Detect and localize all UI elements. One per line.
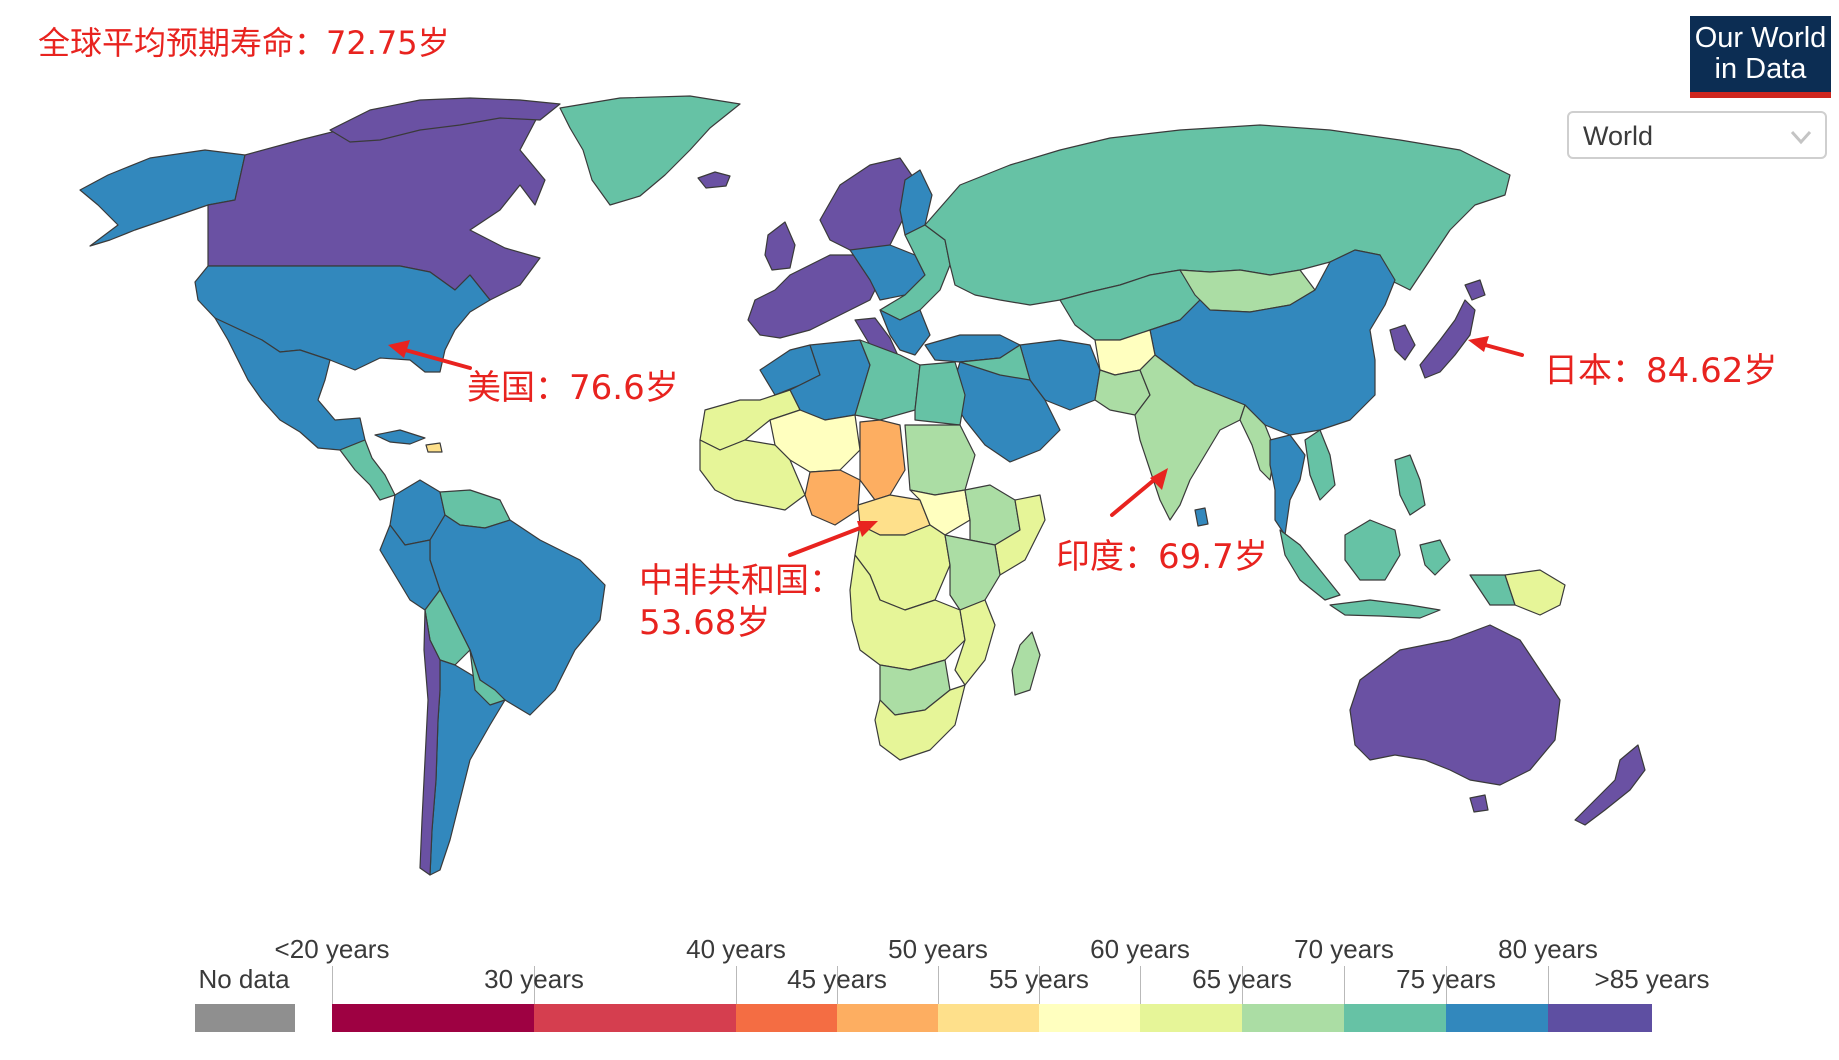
legend-no-data-swatch[interactable] — [195, 1004, 295, 1032]
region-select-value: World — [1583, 121, 1654, 151]
legend-tick — [1039, 966, 1040, 1004]
country-philippines[interactable] — [1394, 454, 1426, 516]
legend-label-bottom: 30 years — [484, 964, 584, 994]
country-iraq-syria[interactable] — [959, 344, 1031, 381]
country-korea[interactable] — [1389, 324, 1416, 361]
legend-tick — [1548, 966, 1549, 1004]
country-chile[interactable] — [419, 609, 441, 876]
legend-label-top: 60 years — [1090, 934, 1190, 964]
legend-swatch[interactable] — [1242, 1004, 1344, 1032]
country-indonesia-papua[interactable] — [1469, 574, 1516, 606]
callout-car-line2: 53.68岁 — [639, 603, 771, 643]
legend-tick — [938, 966, 939, 1004]
country-mozambique[interactable] — [954, 599, 996, 686]
country-angola-zambia[interactable] — [849, 554, 966, 671]
country-nigeria[interactable] — [804, 469, 861, 526]
legend-tick — [332, 966, 333, 1004]
country-paraguay[interactable] — [469, 649, 506, 706]
legend-label-bottom: 75 years — [1396, 964, 1496, 994]
country-indonesia-west[interactable] — [1279, 529, 1341, 601]
page-title: 全球平均预期寿命：72.75岁 — [38, 24, 450, 62]
legend-swatch[interactable] — [1446, 1004, 1548, 1032]
country-sudan[interactable] — [904, 424, 976, 496]
legend-tick — [736, 966, 737, 1004]
country-somalia[interactable] — [994, 494, 1046, 576]
country-iceland[interactable] — [697, 171, 731, 189]
legend-swatch[interactable] — [534, 1004, 736, 1032]
region-balkans[interactable] — [879, 309, 931, 356]
color-legend: No data <20 years 40 years 50 years 60 year… — [0, 930, 1839, 1040]
country-uk[interactable] — [764, 221, 796, 271]
country-egypt[interactable] — [914, 361, 966, 426]
country-malaysia-borneo[interactable] — [1344, 519, 1401, 581]
country-south-sudan[interactable] — [909, 489, 971, 536]
callout-india: 印度：69.7岁 — [1056, 537, 1268, 577]
legend-label-top: 50 years — [888, 934, 988, 964]
region-select-dropdown[interactable]: World — [1567, 111, 1827, 159]
country-libya[interactable] — [854, 339, 921, 421]
legend-label-top: 80 years — [1498, 934, 1598, 964]
country-tasmania[interactable] — [1469, 794, 1489, 813]
legend-tick — [1446, 966, 1447, 1004]
country-new-zealand[interactable] — [1574, 744, 1646, 826]
legend-swatch[interactable] — [1548, 1004, 1652, 1032]
legend-label-top: 70 years — [1294, 934, 1394, 964]
country-australia[interactable] — [1349, 624, 1561, 786]
callout-japan: 日本：84.62岁 — [1544, 351, 1778, 391]
country-thailand[interactable] — [1269, 434, 1306, 536]
country-chad[interactable] — [859, 419, 906, 501]
legend-swatch[interactable] — [332, 1004, 534, 1032]
country-haiti[interactable] — [425, 442, 443, 453]
chevron-down-icon — [1790, 130, 1812, 145]
legend-label-bottom: 45 years — [787, 964, 887, 994]
logo-accent-bar — [1690, 92, 1831, 98]
country-greenland[interactable] — [559, 95, 741, 206]
country-alaska[interactable] — [79, 149, 246, 247]
country-vietnam[interactable] — [1304, 429, 1336, 501]
legend-label-bottom: 55 years — [989, 964, 1089, 994]
legend-swatch[interactable] — [837, 1004, 938, 1032]
logo-line-1: Our World — [1694, 22, 1827, 54]
legend-tick — [837, 966, 838, 1004]
region-central-america[interactable] — [339, 439, 396, 501]
country-indonesia-java[interactable] — [1329, 599, 1441, 619]
callout-car: 中非共和国： 53.68岁 — [639, 560, 843, 644]
legend-tick — [1140, 966, 1141, 1004]
legend-swatch[interactable] — [736, 1004, 837, 1032]
country-cuba[interactable] — [374, 429, 426, 445]
legend-tick — [534, 966, 535, 1004]
legend-swatch[interactable] — [938, 1004, 1039, 1032]
country-japan[interactable] — [1419, 299, 1476, 379]
legend-swatch[interactable] — [1344, 1004, 1446, 1032]
annotation-arrows — [388, 336, 1524, 557]
legend-no-data-label: No data — [198, 964, 290, 994]
callout-car-line1: 中非共和国： — [639, 561, 843, 601]
country-canada-islands[interactable] — [329, 97, 561, 143]
callout-usa: 美国：76.6岁 — [467, 368, 679, 408]
legend-label-bottom: 65 years — [1192, 964, 1292, 994]
country-japan-north[interactable] — [1464, 279, 1486, 301]
legend-tick — [1344, 966, 1345, 1004]
country-east-africa[interactable] — [944, 534, 1001, 611]
country-myanmar[interactable] — [1239, 404, 1276, 481]
country-indonesia-sulawesi[interactable] — [1419, 539, 1451, 576]
country-papua-new-guinea[interactable] — [1504, 569, 1566, 616]
legend-label-top: <20 years — [274, 934, 390, 964]
legend-label-top: 40 years — [686, 934, 786, 964]
country-sri-lanka[interactable] — [1194, 507, 1209, 527]
legend-label-bottom: >85 years — [1594, 964, 1710, 994]
country-west-africa-coast[interactable] — [699, 439, 806, 511]
logo-line-2: in Data — [1714, 53, 1807, 85]
country-madagascar[interactable] — [1011, 631, 1041, 696]
legend-tick — [1242, 966, 1243, 1004]
legend-swatch[interactable] — [1140, 1004, 1242, 1032]
legend-swatch[interactable] — [1039, 1004, 1140, 1032]
country-south-africa[interactable] — [874, 684, 966, 761]
owid-logo[interactable]: Our World in Data — [1690, 16, 1831, 98]
